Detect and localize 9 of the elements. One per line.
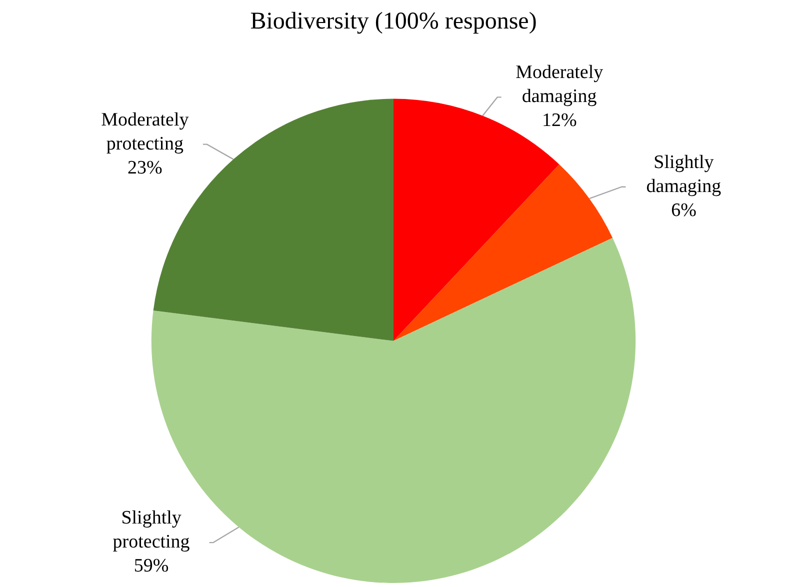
data-label: 23% (128, 157, 163, 178)
slice-label: Slightly protecting (112, 508, 190, 553)
slice-label: Moderately protecting (101, 109, 190, 154)
slice-label: Slightly damaging (646, 152, 722, 197)
slice-label: Moderately damaging (516, 62, 604, 108)
data-label: 59% (134, 556, 169, 577)
chart-title: Biodiversity (100% response) (250, 8, 537, 35)
data-label: 6% (671, 200, 697, 221)
data-label: 12% (542, 110, 577, 132)
